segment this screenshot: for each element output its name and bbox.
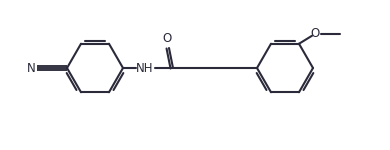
Text: O: O	[310, 27, 320, 40]
Text: O: O	[162, 33, 172, 45]
Text: N: N	[27, 61, 35, 75]
Text: NH: NH	[136, 61, 154, 75]
